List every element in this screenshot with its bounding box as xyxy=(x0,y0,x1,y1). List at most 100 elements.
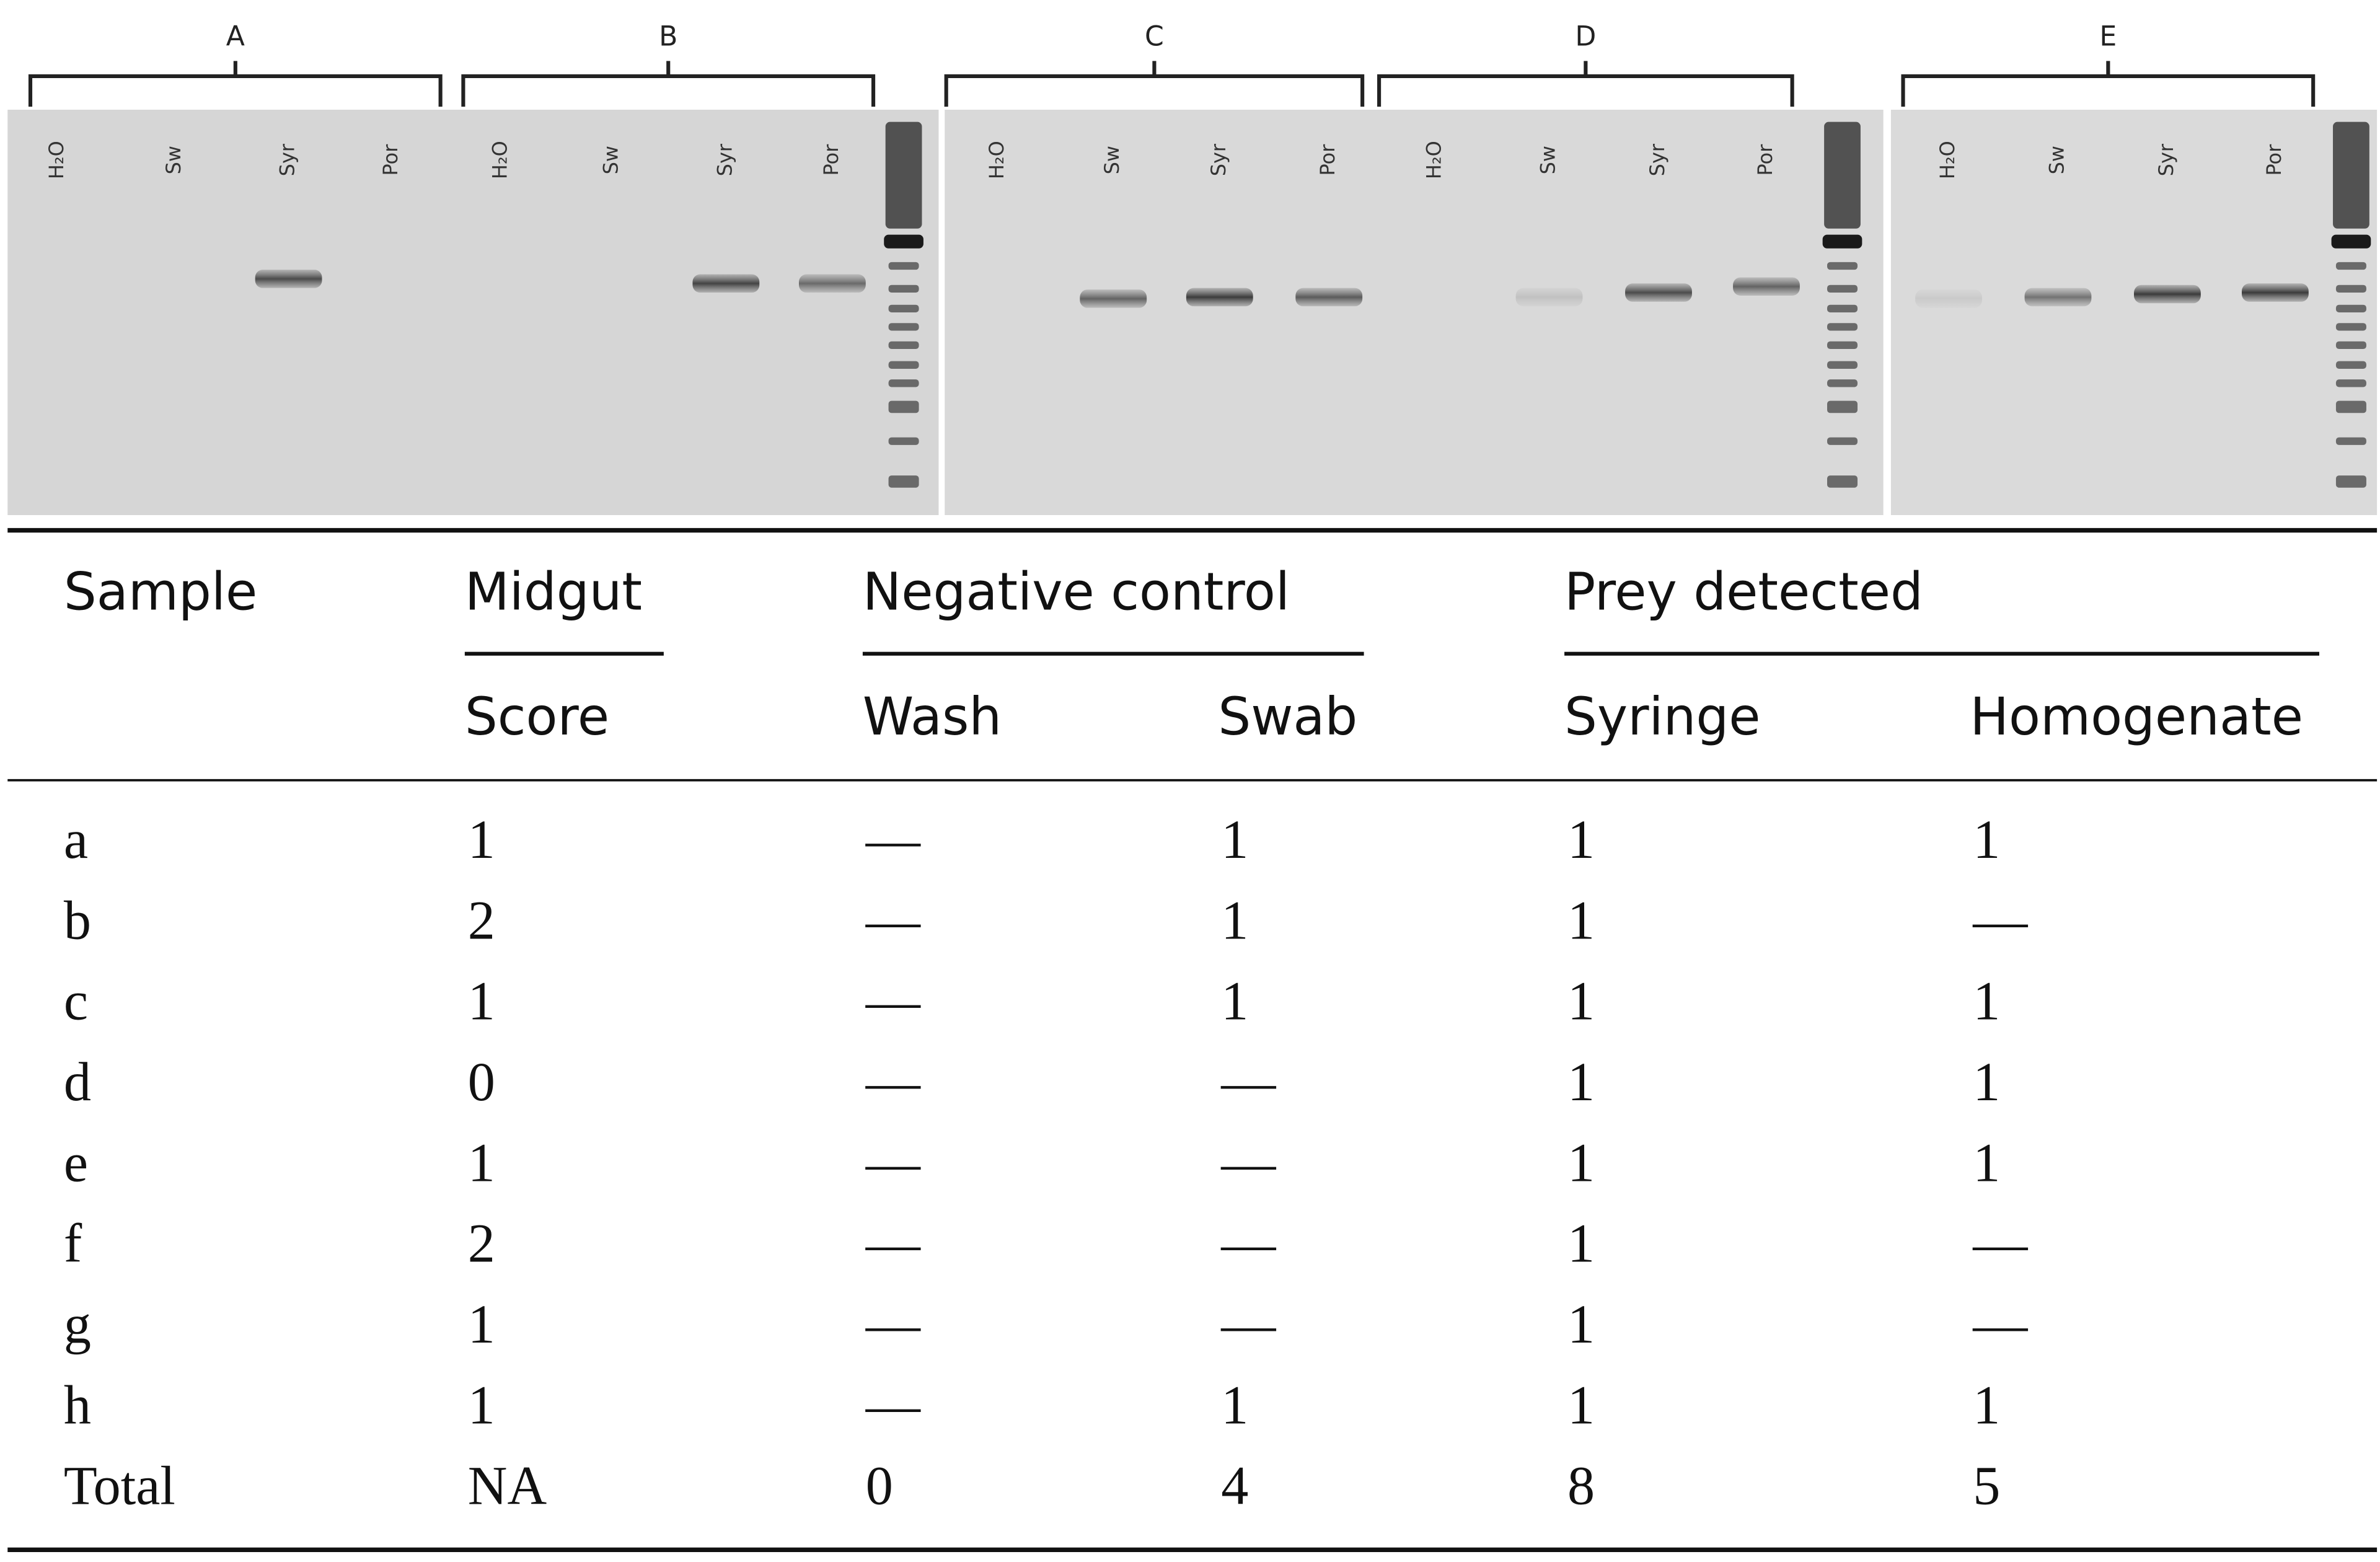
ladder-band xyxy=(888,262,919,270)
table-cell: 1 xyxy=(1973,810,2000,870)
ladder-band xyxy=(1827,285,1858,293)
ladder-band xyxy=(2335,361,2366,369)
table-cell: — xyxy=(1972,1294,2028,1355)
gel-panel xyxy=(945,110,1884,515)
group-bracket xyxy=(944,61,1365,107)
group-label: D xyxy=(1575,21,1596,53)
lane-label: Syr xyxy=(1646,143,1669,176)
ladder-band xyxy=(2335,437,2366,445)
table-cell: — xyxy=(865,1294,921,1355)
table-cell: 1 xyxy=(1567,971,1595,1032)
lane-label: Syr xyxy=(2154,143,2178,176)
group-label: E xyxy=(2099,21,2117,53)
ladder-band xyxy=(1827,361,1858,369)
gel-band xyxy=(1625,283,1692,302)
lane-label: Sw xyxy=(2045,146,2069,174)
table-cell: d xyxy=(64,1052,91,1113)
table-cell: — xyxy=(865,890,921,951)
ladder-band xyxy=(888,304,919,312)
lane-label: Por xyxy=(1316,144,1339,176)
table-cell: e xyxy=(64,1132,88,1193)
ladder-band xyxy=(1822,234,1862,249)
ladder-band xyxy=(888,323,919,331)
table-cell: 5 xyxy=(1973,1455,2000,1516)
lane-label: Por xyxy=(819,144,843,176)
table-cell: a xyxy=(64,810,88,870)
ladder-band xyxy=(2335,323,2366,331)
lane-label: Sw xyxy=(162,146,185,174)
lane-label: H₂O xyxy=(1936,141,1959,179)
table-cell: 1 xyxy=(1567,1132,1595,1193)
table-cell: Total xyxy=(64,1455,175,1516)
subheader-cell: Syringe xyxy=(1564,687,1760,747)
table-cell: 0 xyxy=(866,1455,893,1516)
table-cell: — xyxy=(1220,1052,1276,1113)
table-cell: — xyxy=(865,1052,921,1113)
ladder-band xyxy=(2335,304,2366,312)
gel-band xyxy=(692,274,760,293)
table-cell: 1 xyxy=(1973,1052,2000,1113)
table-cell: — xyxy=(1220,1294,1276,1355)
group-bracket xyxy=(28,61,443,107)
table-cell: — xyxy=(1972,1214,2028,1274)
gel-band xyxy=(2024,288,2092,307)
table-cell: 1 xyxy=(1567,1214,1595,1274)
table-cell: 1 xyxy=(468,1375,495,1436)
ladder-band xyxy=(1827,304,1858,312)
group-bracket xyxy=(1377,61,1794,107)
table-cell: — xyxy=(1972,890,2028,951)
ladder-band xyxy=(2335,262,2366,270)
ladder-band xyxy=(1827,437,1858,445)
ladder-band xyxy=(1827,341,1858,350)
lane-label: Syr xyxy=(713,143,736,176)
table-cell: — xyxy=(865,1375,921,1436)
gel-panel xyxy=(7,110,939,515)
table-cell: — xyxy=(1220,1214,1276,1274)
table-cell: 1 xyxy=(1973,971,2000,1032)
header-cell: Midgut xyxy=(465,562,642,622)
ladder-band xyxy=(884,234,923,249)
table-cell: 1 xyxy=(1567,1294,1595,1355)
lane-label: H₂O xyxy=(45,141,68,179)
table-cell: 1 xyxy=(1973,1375,2000,1436)
ladder-band xyxy=(1827,262,1858,270)
table-cell: NA xyxy=(468,1455,547,1516)
table-cell: — xyxy=(865,971,921,1032)
subheader-cell: Wash xyxy=(863,687,1002,747)
group-bracket xyxy=(461,61,876,107)
gel-panel xyxy=(1890,110,2378,515)
table-cell: 1 xyxy=(468,810,495,870)
gel-band xyxy=(1186,288,1253,307)
table-cell: 0 xyxy=(468,1052,495,1113)
gel-band xyxy=(1915,289,1982,308)
table-cell: — xyxy=(865,810,921,870)
table-cell: — xyxy=(865,1214,921,1274)
gel-band xyxy=(2134,285,2201,304)
gel-band xyxy=(798,274,866,293)
header-cell: Sample xyxy=(64,562,257,622)
table-cell: 2 xyxy=(468,1214,495,1274)
ladder-smear xyxy=(2333,121,2369,229)
lane-label: Por xyxy=(379,144,402,176)
gel-band xyxy=(1515,288,1583,307)
table-cell: 4 xyxy=(1221,1455,1248,1516)
ladder-band xyxy=(888,341,919,350)
table-cell: 2 xyxy=(468,890,495,951)
gel-band xyxy=(1295,288,1363,307)
lane-label: H₂O xyxy=(985,141,1008,179)
ladder-band xyxy=(2335,400,2366,413)
subheader-cell: Score xyxy=(465,687,609,747)
ladder-smear xyxy=(885,121,922,229)
table-cell: 1 xyxy=(1221,890,1248,951)
group-bracket xyxy=(1901,61,2316,107)
ladder-band xyxy=(888,379,919,387)
gel-band xyxy=(1080,289,1147,308)
ladder-band xyxy=(2335,379,2366,387)
group-label: B xyxy=(659,21,677,53)
subheader-cell: Homogenate xyxy=(1970,687,2303,747)
lane-label: Por xyxy=(1753,144,1777,176)
ladder-band xyxy=(1827,400,1858,413)
lane-label: Sw xyxy=(599,146,623,174)
